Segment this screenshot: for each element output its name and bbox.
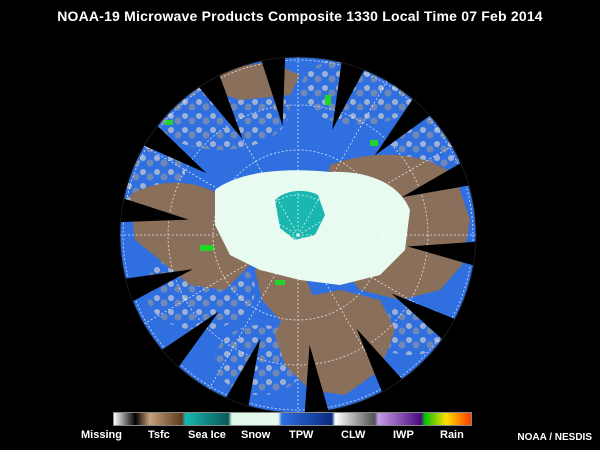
credit-label: NOAA / NESDIS: [517, 432, 592, 443]
sea-ice: [275, 190, 325, 240]
missing-data-wedge: [304, 344, 330, 413]
missing-data-wedge: [259, 57, 286, 126]
legend-label-tsfc: Tsfc: [148, 429, 170, 441]
meridian-line: [143, 234, 299, 325]
meridian-line: [297, 145, 453, 236]
meridian-line: [297, 80, 388, 236]
missing-data-wedge: [391, 293, 460, 343]
missing-data-wedge: [120, 196, 189, 223]
color-legend-bar: [113, 412, 472, 426]
legend-label-clw: CLW: [341, 429, 366, 441]
missing-data-wedge: [157, 311, 219, 372]
meridians: [120, 57, 476, 413]
missing-data-wedge: [407, 241, 476, 267]
missing-data-wedge: [139, 122, 207, 174]
legend-label-sea-ice: Sea Ice: [188, 429, 226, 441]
missing-data-wedges: [120, 57, 476, 413]
legend-label-tpw: TPW: [289, 429, 314, 441]
missing-data-wedge: [120, 269, 194, 304]
missing-data-wedge: [195, 70, 243, 140]
legend-label-rain: Rain: [440, 429, 464, 441]
missing-data-wedge: [374, 94, 435, 156]
missing-data-wedge: [356, 328, 406, 397]
legend-label-missing: Missing: [81, 429, 122, 441]
legend-label-iwp: IWP: [393, 429, 414, 441]
missing-data-wedge: [332, 57, 367, 131]
meridian-line: [143, 145, 299, 236]
legend-label-snow: Snow: [241, 429, 271, 441]
map-title: NOAA-19 Microwave Products Composite 133…: [57, 8, 543, 24]
meridian-line: [208, 234, 299, 390]
missing-data-wedge: [223, 338, 261, 411]
missing-data-wedge: [401, 160, 474, 198]
